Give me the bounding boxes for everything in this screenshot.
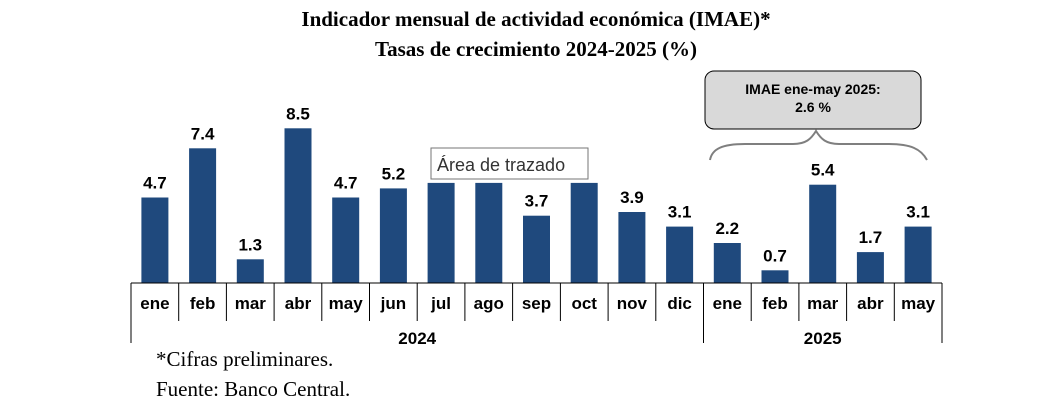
note-source: Fuente: Banco Central. xyxy=(156,377,350,401)
bar-mar-14 xyxy=(809,184,837,283)
tick-label-jul-6: jul xyxy=(430,294,451,313)
value-label-0: 4.7 xyxy=(143,174,167,193)
bar-feb-1 xyxy=(189,148,217,283)
callout-brace xyxy=(709,129,928,161)
chart-title: Indicador mensual de actividad económica… xyxy=(301,7,770,31)
bar-abr-15 xyxy=(856,252,884,283)
bar-feb-13 xyxy=(761,270,789,283)
value-label-14: 5.4 xyxy=(811,161,835,180)
category-axis: ene feb mar abr may jun jul ago sep oct nov dic ene f… xyxy=(130,282,943,348)
tick-label-feb-13: feb xyxy=(762,294,788,313)
value-label-16: 3.1 xyxy=(906,203,930,222)
tick-label-ene-0: ene xyxy=(140,294,169,313)
tick-label-nov-10: nov xyxy=(617,294,648,313)
tick-label-oct-9: oct xyxy=(571,294,597,313)
tooltip-box xyxy=(430,147,589,180)
value-label-12: 2.2 xyxy=(715,219,739,238)
value-label-1: 7.4 xyxy=(191,124,215,143)
bar-ago-7 xyxy=(475,182,503,283)
summary-callout: IMAE ene-may 2025: 2.6 % xyxy=(704,70,928,161)
bar-may-4 xyxy=(332,197,360,283)
tick-label-abr-3: abr xyxy=(285,294,312,313)
callout-line2: 2.6 % xyxy=(795,99,831,115)
value-label-8: 3.7 xyxy=(525,192,549,211)
tick-label-feb-1: feb xyxy=(190,294,216,313)
value-label-13: 0.7 xyxy=(763,246,787,265)
value-label-4: 4.7 xyxy=(334,174,358,193)
tick-label-ago-7: ago xyxy=(474,294,504,313)
bar-may-16 xyxy=(904,226,932,283)
value-label-15: 1.7 xyxy=(859,228,883,247)
bar-sep-8 xyxy=(523,215,550,283)
bar-ene-12 xyxy=(713,243,741,283)
tick-label-sep-8: sep xyxy=(522,294,551,313)
tick-label-dic-11: dic xyxy=(667,294,692,313)
callout-box xyxy=(704,70,922,130)
note-preliminary: *Cifras preliminares. xyxy=(156,347,333,371)
year-label-2024: 2024 xyxy=(398,329,436,348)
bar-jul-6 xyxy=(427,182,455,283)
tick-label-mar-2: mar xyxy=(235,294,267,313)
chart-subtitle: Tasas de crecimiento 2024-2025 (%) xyxy=(375,37,697,61)
tick-label-abr-15: abr xyxy=(857,294,884,313)
bar-mar-2 xyxy=(236,259,264,283)
callout-line1: IMAE ene-may 2025: xyxy=(745,81,880,97)
value-label-5: 5.2 xyxy=(382,164,406,183)
bar-oct-9 xyxy=(570,182,598,283)
tick-label-may-4: may xyxy=(329,294,364,313)
tick-label-jun-5: jun xyxy=(380,294,407,313)
tooltip-text: Área de trazado xyxy=(437,155,565,175)
bar-jun-5 xyxy=(379,188,407,283)
bar-dic-11 xyxy=(666,226,694,283)
value-label-3: 8.5 xyxy=(286,104,310,123)
value-label-11: 3.1 xyxy=(668,203,692,222)
tick-label-mar-14: mar xyxy=(807,294,839,313)
bar-nov-10 xyxy=(618,212,646,283)
year-label-2025: 2025 xyxy=(804,329,842,348)
value-label-10: 3.9 xyxy=(620,188,644,207)
bar-ene-0 xyxy=(141,197,169,283)
tick-label-may-16: may xyxy=(901,294,936,313)
bar-abr-3 xyxy=(284,128,312,283)
bars-group xyxy=(141,128,932,283)
value-label-2: 1.3 xyxy=(238,235,262,254)
tick-label-ene-12: ene xyxy=(713,294,742,313)
plot-area-tooltip: Área de trazado xyxy=(430,147,589,180)
